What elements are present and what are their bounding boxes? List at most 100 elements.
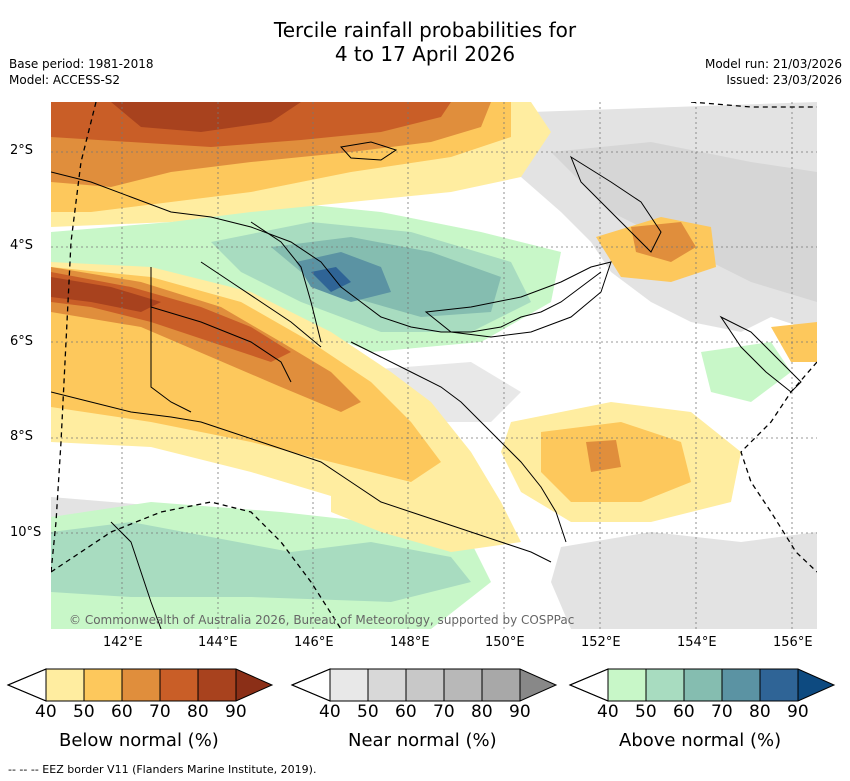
colorbar-below-normal-swatch-50	[84, 669, 122, 701]
legend-below-normal-label: Below normal (%)	[59, 730, 219, 751]
colorbar-below-normal-swatch-40	[46, 669, 84, 701]
bougainville-coast	[719, 315, 802, 393]
province-border-1	[150, 306, 292, 383]
colorbar-near-normal-swatch-50	[368, 669, 406, 701]
australia-cape-york	[110, 521, 162, 629]
tick-near-90: 90	[509, 702, 531, 722]
tick-near-60: 60	[395, 702, 417, 722]
colorbar-below-normal	[6, 668, 274, 702]
tick-above-40: 40	[597, 702, 619, 722]
colorbar-near-normal-ticks: 40 50 60 70 80 90	[292, 702, 556, 722]
new-guinea-north-coast	[51, 171, 602, 333]
above-normal-region-east	[701, 342, 791, 402]
colorbar-near-normal-outline	[290, 668, 558, 702]
run-info: Model run: 21/03/2026 Issued: 23/03/2026	[705, 56, 842, 88]
tick-above-90: 90	[787, 702, 809, 722]
tick-near-40: 40	[319, 702, 341, 722]
legend-near-normal-label: Near normal (%)	[348, 730, 497, 751]
new-guinea-south-coast	[51, 391, 552, 563]
lat-label-2s: 2°S	[10, 143, 34, 158]
colorbar-near-normal-swatch-40	[330, 669, 368, 701]
tick-above-50: 50	[635, 702, 657, 722]
lon-label-144e: 144°E	[198, 635, 238, 650]
province-border-2	[200, 261, 322, 348]
coastlines	[51, 141, 802, 629]
colorbar-near-normal-swatch-70	[444, 669, 482, 701]
borders	[150, 221, 322, 413]
eez-south	[51, 501, 342, 629]
model-run-date: Model run: 21/03/2026	[704, 57, 842, 71]
colorbar-above-normal-swatch-70	[722, 669, 760, 701]
colorbar-below-normal-outline	[6, 668, 274, 702]
colorbar-near-normal-swatch-60	[406, 669, 444, 701]
tick-near-80: 80	[471, 702, 493, 722]
copyright-notice: © Commonwealth of Australia 2026, Bureau…	[69, 613, 575, 627]
base-period: Base period: 1981-2018	[9, 57, 154, 71]
new-ireland-coast	[569, 155, 662, 253]
tick-above-70: 70	[711, 702, 733, 722]
lon-label-150e: 150°E	[485, 635, 525, 650]
legend-above-normal: 40 50 60 70 80 90	[568, 668, 836, 722]
lat-label-10s: 10°S	[10, 525, 42, 540]
colorbar-below-normal-low-arrow	[6, 668, 47, 702]
colorbar-near-normal-swatch-80	[482, 669, 520, 701]
issued-date: Issued: 23/03/2026	[726, 73, 842, 87]
legend-below-normal: 40 50 60 70 80 90	[6, 668, 274, 722]
lon-label-148e: 148°E	[390, 635, 430, 650]
legend-near-normal: 40 50 60 70 80 90	[290, 668, 558, 722]
tick-near-70: 70	[433, 702, 455, 722]
colorbar-above-normal-swatch-80	[760, 669, 798, 701]
title-line-1: Tercile rainfall probabilities for	[273, 18, 577, 42]
above-normal-region-south-50	[51, 522, 471, 602]
tick-below-70: 70	[149, 702, 171, 722]
map-title: Tercile rainfall probabilities for 4 to …	[0, 18, 850, 66]
eez-footnote: -- -- -- EEZ border V11 (Flanders Marine…	[8, 763, 317, 776]
colorbar-above-normal-swatch-60	[684, 669, 722, 701]
tick-near-50: 50	[357, 702, 379, 722]
colorbar-below-normal-swatch-70	[160, 669, 198, 701]
lon-label-154e: 154°E	[677, 635, 717, 650]
colorbar-near-normal-low-arrow	[290, 668, 331, 702]
map-canvas	[51, 102, 817, 629]
colorbar-near-normal-high-arrow	[520, 669, 556, 701]
tick-below-40: 40	[35, 702, 57, 722]
lat-label-4s: 4°S	[10, 238, 34, 253]
near-normal-region-southeast	[551, 532, 817, 629]
tick-below-50: 50	[73, 702, 95, 722]
colorbar-below-normal-ticks: 40 50 60 70 80 90	[8, 702, 272, 722]
below-normal-region-east-60	[586, 440, 621, 472]
model-name: Model: ACCESS-S2	[9, 73, 121, 87]
lon-label-146e: 146°E	[294, 635, 334, 650]
legend-above-normal-label: Above normal (%)	[619, 730, 782, 751]
tick-above-80: 80	[749, 702, 771, 722]
lon-label-156e: 156°E	[773, 635, 813, 650]
colorbar-below-normal-swatch-80	[198, 669, 236, 701]
colorbar-near-normal	[290, 668, 558, 702]
eez-northeast	[690, 102, 817, 108]
colorbar-above-normal	[568, 668, 836, 702]
papua-peninsula-coast	[350, 341, 567, 543]
below-normal-region-south-strip	[331, 472, 521, 552]
lon-label-142e: 142°E	[103, 635, 143, 650]
eez-borders	[51, 102, 817, 629]
lat-label-8s: 8°S	[10, 429, 34, 444]
province-border-3	[250, 221, 322, 343]
above-normal-region-north-80	[311, 267, 351, 292]
colorbar-above-normal-swatch-40	[608, 669, 646, 701]
probability-map	[51, 102, 817, 629]
model-info: Base period: 1981-2018 Model: ACCESS-S2	[9, 56, 154, 88]
tick-below-80: 80	[187, 702, 209, 722]
new-britain-coast	[424, 261, 612, 338]
manus-coast	[340, 141, 398, 161]
colorbar-below-normal-swatch-60	[122, 669, 160, 701]
title-line-2: 4 to 17 April 2026	[334, 42, 516, 66]
lat-label-6s: 6°S	[10, 334, 34, 349]
png-indonesia-border	[150, 267, 192, 413]
below-normal-region-northeast-60	[631, 222, 696, 262]
colorbar-below-normal-high-arrow	[236, 669, 272, 701]
colorbar-above-normal-ticks: 40 50 60 70 80 90	[570, 702, 834, 722]
tick-below-90: 90	[225, 702, 247, 722]
lon-label-152e: 152°E	[581, 635, 621, 650]
tick-below-60: 60	[111, 702, 133, 722]
colorbar-above-normal-low-arrow	[568, 668, 609, 702]
